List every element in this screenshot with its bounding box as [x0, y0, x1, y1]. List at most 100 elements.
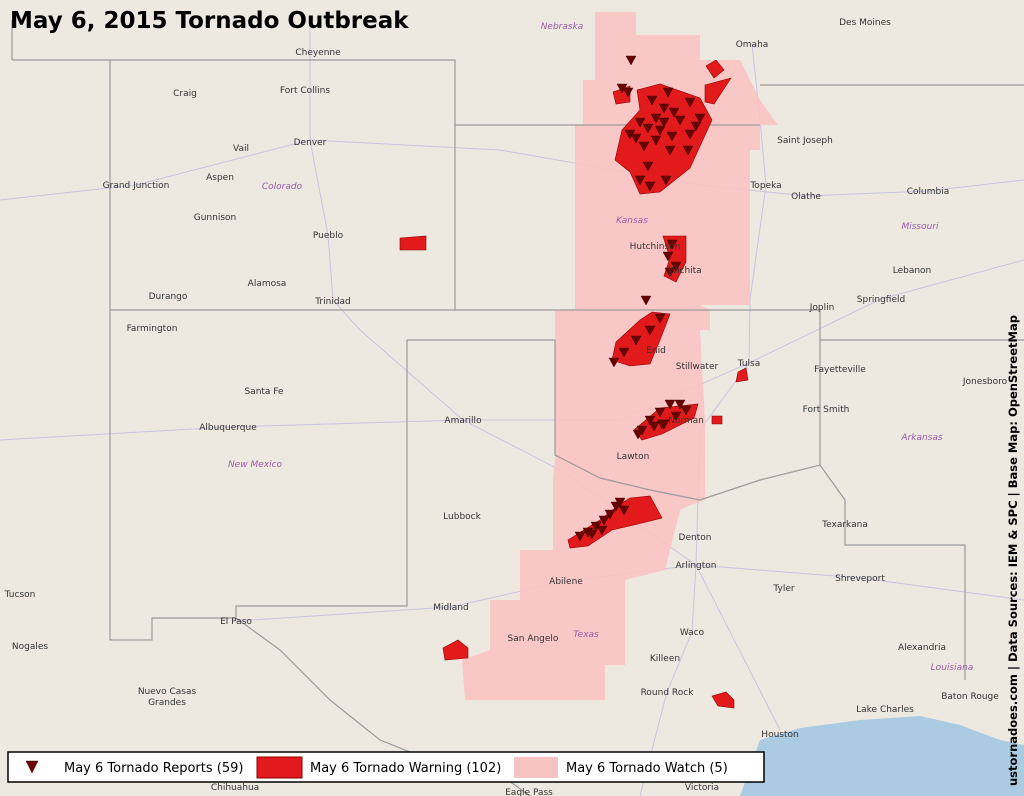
region-label: Nebraska — [541, 22, 584, 32]
place-label: Killeen — [650, 654, 680, 664]
place-label: Denton — [679, 533, 712, 543]
tornado-report — [642, 123, 654, 134]
region-label: Kansas — [616, 216, 648, 226]
tornado-report — [666, 239, 678, 250]
tornado-report — [670, 411, 682, 422]
tornado-report — [674, 399, 686, 410]
place-label: Abilene — [549, 577, 583, 587]
place-label: Denver — [294, 138, 327, 148]
place-label: Alamosa — [248, 279, 287, 289]
place-label: Omaha — [736, 40, 769, 50]
tornado-report — [630, 335, 642, 346]
tornado-report — [648, 421, 660, 432]
tornado-report — [658, 103, 670, 114]
gulf-water — [740, 716, 1024, 796]
place-label: Gunnison — [194, 213, 237, 223]
place-label: Jonesboro — [962, 377, 1008, 387]
legend-report-symbol — [25, 760, 39, 774]
place-label: Arlington — [675, 561, 716, 571]
place-label: Lebanon — [893, 266, 932, 276]
legend-label: May 6 Tornado Warning (102) — [310, 761, 501, 776]
legend-box — [7, 751, 765, 783]
legend-label: May 6 Tornado Watch (5) — [566, 761, 728, 776]
tornado-report — [642, 161, 654, 172]
tornado-report — [662, 251, 674, 262]
place-label: Nogales — [12, 642, 49, 652]
region-labels: Nebraska Colorado Kansas Missouri New Me… — [228, 22, 973, 673]
place-label: Texarkana — [821, 520, 868, 530]
tornado-report — [650, 113, 662, 124]
place-label: Norman — [668, 416, 704, 426]
place-label: Lawton — [617, 452, 650, 462]
tornado-report — [664, 399, 676, 410]
place-label: Cheyenne — [295, 48, 341, 58]
place-label: Joplin — [809, 303, 835, 313]
tornado-report — [596, 525, 608, 536]
tornado-report — [630, 133, 642, 144]
tornado-report — [674, 115, 686, 126]
place-label: El Paso — [220, 617, 252, 627]
place-label: Baton Rouge — [941, 692, 999, 702]
place-label: Alexandria — [898, 643, 946, 653]
place-label: Aspen — [206, 173, 234, 183]
tornado-report — [618, 347, 630, 358]
place-label: Houston — [761, 730, 798, 740]
place-label: Fort Collins — [280, 86, 330, 96]
tornado-reports — [574, 55, 706, 542]
tornado-report — [654, 313, 666, 324]
tornado-report — [680, 405, 692, 416]
place-label: Chihuahua — [211, 783, 259, 793]
place-label: Pueblo — [313, 231, 344, 241]
place-label: Tyler — [772, 584, 794, 594]
place-label: Springfield — [857, 295, 905, 305]
place-label: Midland — [433, 603, 468, 613]
place-label: Tulsa — [737, 359, 761, 369]
place-label: Grand Junction — [103, 181, 170, 191]
place-label: Grandes — [148, 698, 186, 708]
tornado-report — [646, 95, 658, 106]
place-labels: Cheyenne Craig Fort Collins Denver Vail … — [4, 18, 1008, 796]
tornado-report — [634, 175, 646, 186]
tornado-report — [684, 97, 696, 108]
legend: May 6 Tornado Reports (59) May 6 Tornado… — [7, 751, 765, 783]
tornado-report — [682, 145, 694, 156]
tornado-report — [654, 407, 666, 418]
place-label: Topeka — [749, 181, 781, 191]
tornado-report — [690, 121, 702, 132]
tornado-report — [654, 125, 666, 136]
region-label: Louisiana — [931, 663, 974, 673]
tornado-report — [684, 129, 696, 140]
place-label: Olathe — [791, 192, 821, 202]
tornado-report — [644, 415, 656, 426]
place-label: Shreveport — [835, 574, 885, 584]
place-label: Amarillo — [444, 416, 482, 426]
region-label: Missouri — [901, 222, 939, 232]
tornado-report — [634, 117, 646, 128]
place-label: Waco — [680, 628, 705, 638]
tornado-report — [668, 107, 680, 118]
tornado-report — [618, 505, 630, 516]
tornado-report — [614, 497, 626, 508]
tornado-report — [622, 87, 634, 98]
place-label: Des Moines — [839, 18, 891, 28]
tornado-report — [640, 295, 652, 306]
tornado-report — [638, 141, 650, 152]
region-label: Colorado — [262, 182, 303, 192]
legend-label: May 6 Tornado Reports (59) — [64, 761, 243, 776]
tornado-report — [625, 55, 637, 66]
tornado-report — [662, 87, 674, 98]
tornado-warnings — [399, 59, 749, 709]
legend-watch-symbol — [514, 757, 558, 778]
tornado-report — [644, 181, 656, 192]
tornado-report — [604, 509, 616, 520]
region-label: Texas — [573, 630, 599, 640]
place-label: Durango — [149, 292, 188, 302]
tornado-report — [664, 267, 676, 278]
map-title: May 6, 2015 Tornado Outbreak — [10, 8, 409, 34]
place-label: Lubbock — [443, 512, 481, 522]
tornado-report — [608, 357, 620, 368]
place-label: Stillwater — [676, 362, 719, 372]
tornado-report — [660, 175, 672, 186]
legend-warning-symbol — [256, 756, 303, 779]
place-label: Trinidad — [314, 297, 351, 307]
